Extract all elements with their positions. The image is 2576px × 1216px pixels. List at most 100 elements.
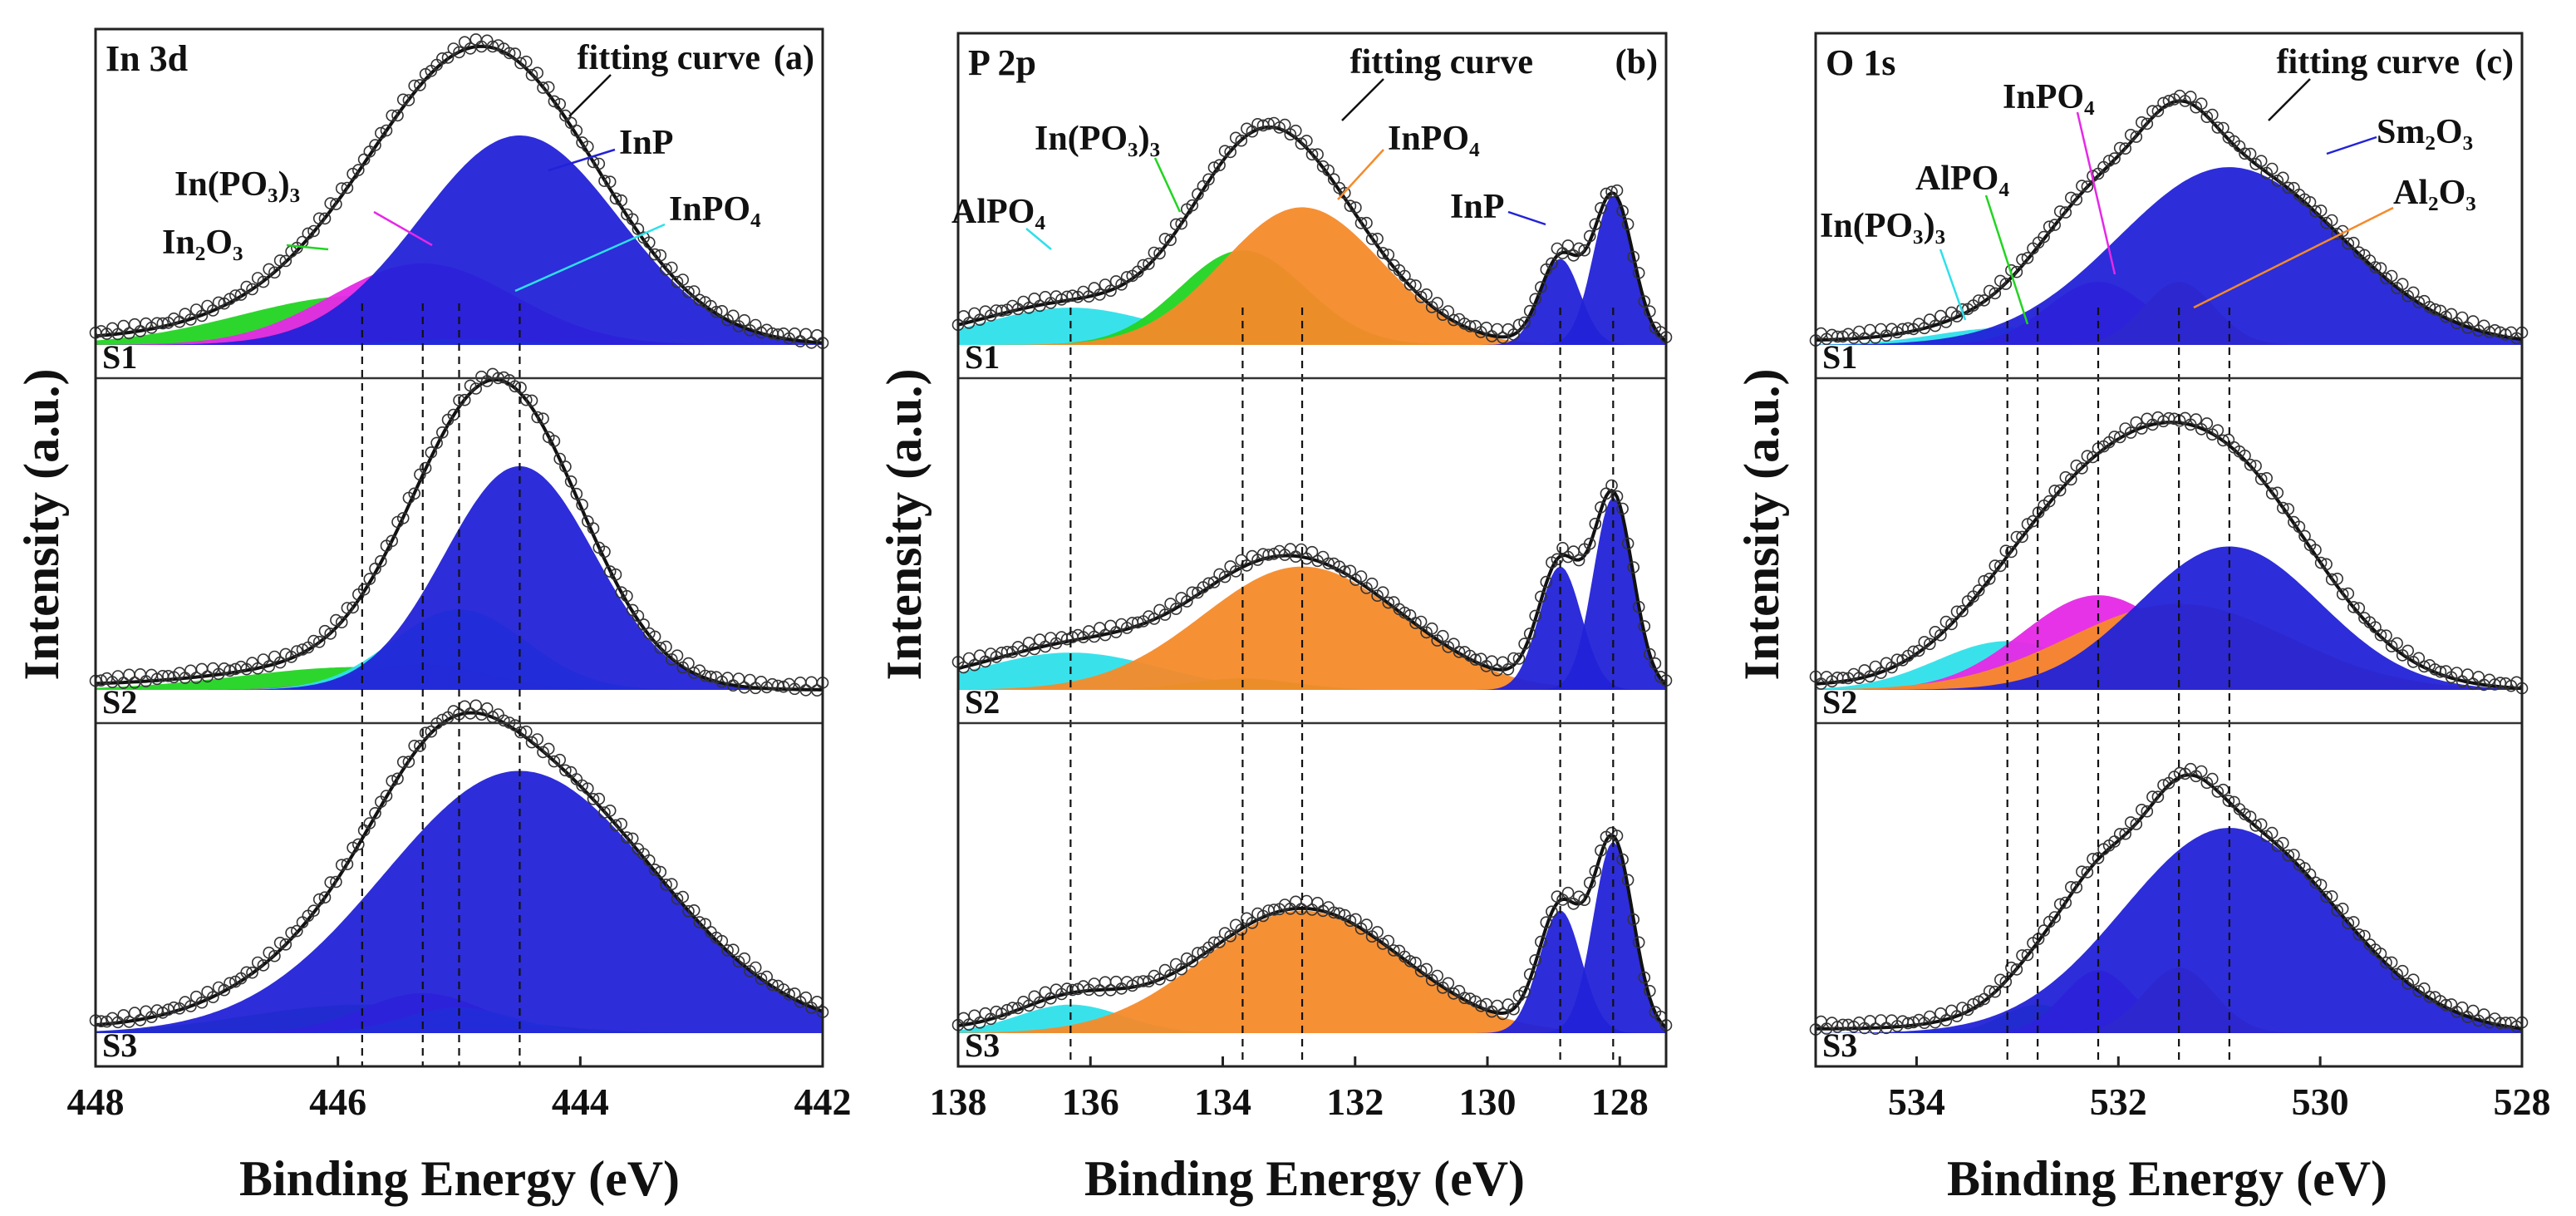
data-point bbox=[2358, 929, 2371, 943]
data-point bbox=[1924, 638, 1936, 651]
data-point bbox=[2352, 602, 2366, 615]
y-axis-label-c: Intensity (a.u.) bbox=[1734, 368, 1789, 680]
data-point bbox=[2065, 881, 2077, 894]
data-point bbox=[290, 924, 303, 938]
data-point bbox=[1382, 596, 1395, 609]
data-point bbox=[1632, 936, 1645, 949]
data-point bbox=[1901, 1017, 1915, 1030]
panel-label-a: (a) bbox=[774, 39, 814, 77]
data-point bbox=[2347, 916, 2360, 928]
data-point bbox=[2249, 460, 2262, 472]
data-point bbox=[1371, 232, 1384, 245]
data-point bbox=[1442, 977, 1455, 990]
data-point bbox=[626, 213, 639, 226]
data-point bbox=[1512, 652, 1526, 665]
x-tick-label-a-1: 446 bbox=[309, 1081, 366, 1123]
data-point bbox=[682, 657, 695, 670]
data-point bbox=[1251, 907, 1264, 920]
data-point bbox=[603, 175, 617, 188]
x-tick-label-c-3: 528 bbox=[2494, 1081, 2551, 1123]
data-point bbox=[1983, 985, 1996, 997]
data-point bbox=[581, 140, 594, 153]
data-point bbox=[1354, 570, 1368, 583]
data-point bbox=[2385, 956, 2398, 969]
data-point bbox=[721, 944, 734, 957]
data-point bbox=[2265, 826, 2279, 839]
data-point bbox=[184, 664, 197, 677]
data-point bbox=[2325, 890, 2338, 903]
data-point bbox=[386, 534, 399, 548]
data-point bbox=[380, 124, 393, 137]
component-b-S2-inpo4-2 bbox=[958, 566, 1666, 690]
data-point bbox=[1181, 595, 1193, 608]
data-point bbox=[206, 304, 219, 317]
data-point bbox=[1512, 318, 1526, 332]
data-point bbox=[1815, 1015, 1827, 1028]
annotation-c-inpo4: InPO₄ bbox=[2003, 78, 2095, 116]
data-point bbox=[2016, 253, 2028, 266]
data-point bbox=[1158, 233, 1172, 245]
data-point bbox=[134, 667, 147, 681]
data-point bbox=[957, 310, 970, 322]
data-point bbox=[1999, 544, 2013, 558]
data-point bbox=[2038, 230, 2050, 244]
data-point bbox=[391, 772, 404, 785]
data-point bbox=[1399, 606, 1411, 619]
row-c-S3: S3 bbox=[1809, 762, 2529, 1064]
data-point bbox=[570, 487, 583, 500]
data-point bbox=[419, 726, 432, 740]
data-point bbox=[632, 223, 645, 235]
data-point bbox=[1409, 279, 1422, 292]
data-point bbox=[1192, 947, 1204, 959]
annotation-leader-a-0 bbox=[286, 244, 329, 251]
data-point bbox=[1469, 653, 1482, 666]
data-point bbox=[995, 304, 1008, 318]
data-point bbox=[648, 248, 661, 261]
data-point bbox=[290, 645, 303, 657]
data-point bbox=[1071, 628, 1084, 642]
data-point bbox=[1034, 633, 1046, 646]
data-point bbox=[1327, 906, 1340, 919]
data-point bbox=[246, 966, 258, 979]
data-point bbox=[240, 966, 253, 979]
data-point bbox=[715, 304, 729, 318]
data-point bbox=[2184, 91, 2197, 103]
data-point bbox=[273, 254, 287, 267]
data-point bbox=[1278, 118, 1291, 131]
data-point bbox=[396, 512, 410, 524]
data-point bbox=[2293, 520, 2306, 534]
data-point bbox=[257, 275, 270, 288]
data-point bbox=[1589, 864, 1602, 878]
data-point bbox=[2217, 121, 2229, 135]
data-point bbox=[1425, 622, 1438, 635]
x-tick-label-b-0: 138 bbox=[930, 1081, 987, 1123]
data-point bbox=[1262, 117, 1275, 130]
data-point bbox=[2380, 956, 2392, 969]
data-point bbox=[570, 124, 583, 137]
data-point bbox=[2277, 501, 2289, 514]
data-point bbox=[2010, 530, 2023, 544]
data-point bbox=[2070, 881, 2083, 894]
data-point bbox=[2010, 963, 2023, 976]
data-point bbox=[687, 667, 701, 679]
data-point bbox=[1349, 201, 1362, 214]
data-point bbox=[1939, 1014, 1953, 1026]
data-point bbox=[531, 411, 544, 424]
data-point bbox=[2423, 301, 2436, 313]
data-point bbox=[1638, 620, 1651, 633]
data-point bbox=[1104, 284, 1117, 298]
data-point bbox=[1186, 955, 1199, 967]
data-point bbox=[1404, 278, 1417, 291]
data-point bbox=[402, 756, 415, 768]
data-point bbox=[2136, 422, 2148, 435]
component-b-S3-inp-4 bbox=[958, 842, 1666, 1033]
data-point bbox=[464, 379, 477, 392]
data-point bbox=[671, 892, 684, 905]
data-point bbox=[564, 475, 578, 488]
data-point bbox=[2043, 495, 2056, 508]
data-point bbox=[1094, 622, 1106, 634]
data-point bbox=[1218, 145, 1231, 157]
data-point bbox=[660, 640, 672, 653]
data-point bbox=[2309, 876, 2322, 889]
data-point bbox=[2119, 142, 2131, 155]
